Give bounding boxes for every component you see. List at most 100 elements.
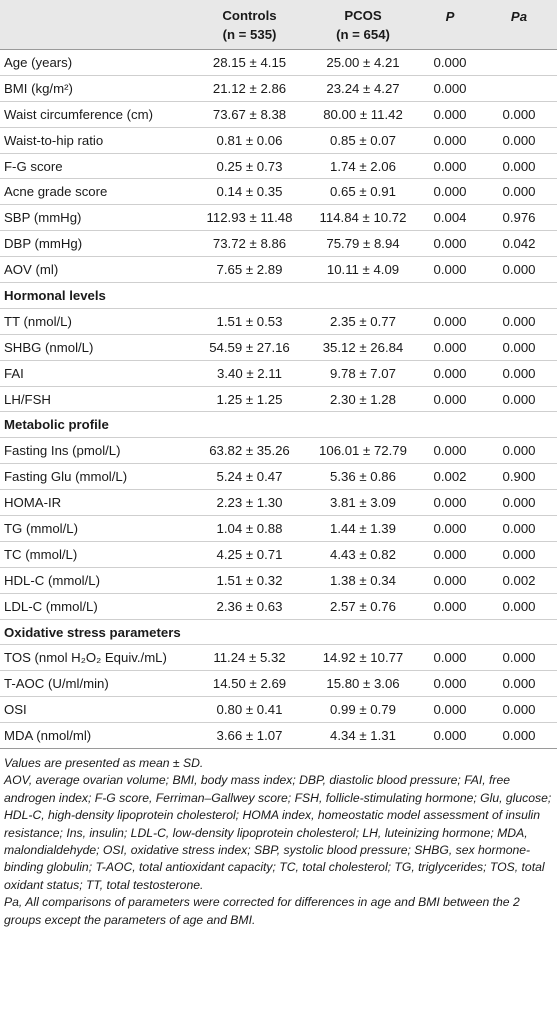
controls-value: 2.23 ± 1.30 [216, 495, 283, 511]
pcos-value: 2.30 ± 1.28 [330, 391, 396, 407]
footnote-values: Values are presented as mean ± SD. [4, 756, 204, 771]
controls-value: 0.81 ± 0.06 [216, 132, 283, 148]
section-row: Hormonal levels [0, 283, 557, 309]
header-controls-n: (n = 535) [222, 27, 277, 42]
pcos-value: 3.81 ± 3.09 [330, 495, 396, 511]
pcos-value: 106.01 ± 72.79 [319, 443, 407, 459]
row-label: T-AOC (U/ml/min) [4, 676, 109, 692]
table-body: Age (years) 28.15 ± 4.15 25.00 ± 4.21 0.000… [0, 50, 557, 749]
pcos-value: 80.00 ± 11.42 [323, 106, 403, 122]
controls-value: 11.24 ± 5.32 [213, 650, 286, 666]
header-blank [0, 0, 192, 50]
pa-value: 0.000 [502, 262, 536, 278]
section-label: Hormonal levels [4, 287, 106, 303]
controls-value: 14.50 ± 2.69 [212, 676, 287, 692]
pa-value: 0.000 [502, 598, 536, 614]
controls-value: 73.72 ± 8.86 [212, 236, 287, 252]
table-row: Fasting Ins (pmol/L) 63.82 ± 35.26 106.01 … [0, 438, 557, 464]
pcos-value: 4.43 ± 0.82 [330, 546, 396, 562]
table-row: Age (years) 28.15 ± 4.15 25.00 ± 4.21 0.000 [0, 50, 557, 76]
row-label: Waist circumference (cm) [4, 106, 153, 122]
section-label: Oxidative stress parameters [4, 624, 181, 640]
p-value: 0.000 [433, 339, 467, 355]
table-row: HOMA-IR 2.23 ± 1.30 3.81 ± 3.09 0.000 0.000 [0, 490, 557, 516]
pcos-value: 0.85 ± 0.07 [330, 132, 396, 148]
row-label: BMI (kg/m²) [4, 80, 73, 96]
row-label: HDL-C (mmol/L) [4, 572, 100, 588]
pcos-value: 114.84 ± 10.72 [319, 210, 407, 226]
table-container: Controls (n = 535) PCOS (n = 654) P Pa A… [0, 0, 557, 929]
row-label: SBP (mmHg) [4, 210, 82, 226]
controls-value: 1.51 ± 0.53 [216, 313, 283, 329]
p-value: 0.000 [433, 572, 467, 588]
table-row: F-G score 0.25 ± 0.73 1.74 ± 2.06 0.000 0.00… [0, 153, 557, 179]
pcos-value: 2.57 ± 0.76 [330, 598, 396, 614]
p-value: 0.000 [433, 80, 467, 96]
p-value: 0.000 [433, 313, 467, 329]
pa-value: 0.000 [502, 313, 536, 329]
pa-value: 0.000 [502, 339, 536, 355]
p-value: 0.000 [433, 54, 467, 70]
table-row: T-AOC (U/ml/min) 14.50 ± 2.69 15.80 ± 3.06… [0, 671, 557, 697]
controls-value: 2.36 ± 0.63 [216, 598, 283, 614]
header-p: P [445, 9, 455, 24]
table-footnotes: Values are presented as mean ± SD. AOV, … [0, 749, 557, 929]
pa-value: 0.000 [502, 132, 536, 148]
pa-value [481, 50, 557, 76]
controls-value: 73.67 ± 8.38 [212, 106, 287, 122]
row-label: TT (nmol/L) [4, 313, 72, 329]
row-label: HOMA-IR [4, 495, 62, 511]
controls-value: 0.14 ± 0.35 [216, 184, 283, 200]
p-value: 0.000 [433, 158, 467, 174]
controls-value: 0.80 ± 0.41 [216, 702, 283, 718]
table-row: AOV (ml) 7.65 ± 2.89 10.11 ± 4.09 0.000 0.00… [0, 257, 557, 283]
pcos-value: 10.11 ± 4.09 [326, 262, 400, 278]
pcos-value: 0.99 ± 0.79 [330, 702, 396, 718]
table-row: TT (nmol/L) 1.51 ± 0.53 2.35 ± 0.77 0.000 0.… [0, 308, 557, 335]
table-header-row: Controls (n = 535) PCOS (n = 654) P Pa [0, 0, 557, 50]
row-label: AOV (ml) [4, 262, 59, 278]
pa-value: 0.000 [502, 443, 536, 459]
controls-value: 54.59 ± 27.16 [209, 339, 290, 355]
pcos-value: 9.78 ± 7.07 [330, 365, 396, 381]
controls-value: 112.93 ± 11.48 [206, 210, 293, 226]
section-row: Oxidative stress parameters [0, 619, 557, 645]
footnote-pa: Pa, All comparisons of parameters were c… [4, 895, 520, 927]
table-row: LH/FSH 1.25 ± 1.25 2.30 ± 1.28 0.000 0.000 [0, 386, 557, 412]
controls-value: 63.82 ± 35.26 [209, 443, 290, 459]
row-label: MDA (nmol/ml) [4, 728, 92, 744]
p-value: 0.000 [433, 546, 467, 562]
controls-value: 4.25 ± 0.71 [216, 546, 283, 562]
pa-value: 0.002 [502, 572, 536, 588]
p-value: 0.000 [433, 236, 467, 252]
p-value: 0.000 [433, 676, 467, 692]
pa-value: 0.000 [502, 676, 536, 692]
table-row: LDL-C (mmol/L) 2.36 ± 0.63 2.57 ± 0.76 0.00… [0, 593, 557, 620]
controls-value: 28.15 ± 4.15 [212, 54, 287, 70]
pa-value: 0.000 [502, 106, 536, 122]
controls-value: 21.12 ± 2.86 [212, 80, 287, 96]
pcos-value: 5.36 ± 0.86 [330, 469, 396, 485]
pa-value: 0.000 [502, 495, 536, 511]
pa-value: 0.000 [502, 728, 536, 744]
table-row: OSI 0.80 ± 0.41 0.99 ± 0.79 0.000 0.000 [0, 697, 557, 723]
pcos-value: 75.79 ± 8.94 [326, 236, 400, 252]
table-row: DBP (mmHg) 73.72 ± 8.86 75.79 ± 8.94 0.000 0… [0, 231, 557, 257]
pa-value: 0.042 [502, 236, 536, 252]
pcos-value: 14.92 ± 10.77 [322, 650, 404, 666]
pcos-value: 0.65 ± 0.91 [330, 184, 396, 200]
table-row: Waist circumference (cm) 73.67 ± 8.38 80.0… [0, 101, 557, 128]
p-value: 0.000 [433, 598, 467, 614]
pcos-value: 1.44 ± 1.39 [330, 520, 396, 536]
header-pcos-label: PCOS [344, 8, 382, 23]
p-value: 0.000 [433, 184, 467, 200]
table-row: HDL-C (mmol/L) 1.51 ± 0.32 1.38 ± 0.34 0.00… [0, 567, 557, 594]
pa-value: 0.000 [502, 391, 536, 407]
table-row: SHBG (nmol/L) 54.59 ± 27.16 35.12 ± 26.84 0… [0, 334, 557, 361]
pa-value: 0.000 [502, 702, 536, 718]
p-value: 0.000 [433, 443, 467, 459]
row-label: Waist-to-hip ratio [4, 132, 104, 148]
controls-value: 5.24 ± 0.47 [216, 469, 283, 485]
p-value: 0.000 [433, 262, 467, 278]
row-label: TC (mmol/L) [4, 546, 78, 562]
